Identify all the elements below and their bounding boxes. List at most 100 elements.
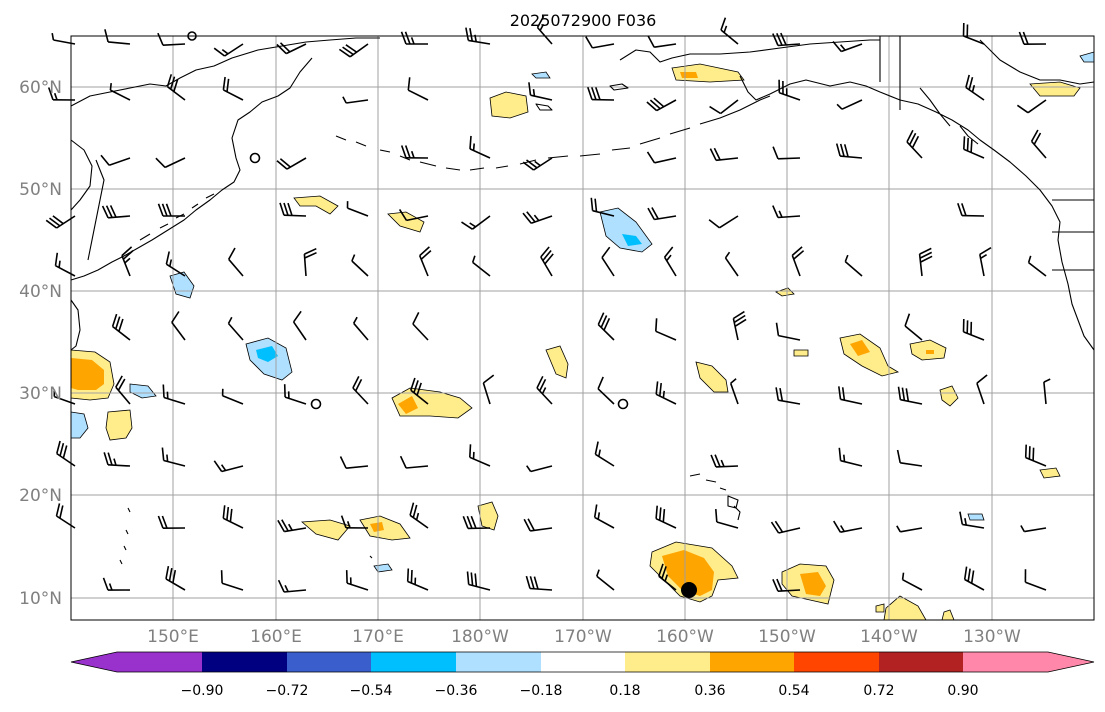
wind-barb-flag xyxy=(342,96,347,104)
colorbar-segment xyxy=(879,652,963,672)
shade-positive-region xyxy=(1029,81,1081,97)
wind-barb-flag xyxy=(115,316,121,330)
wind-barb-flag xyxy=(304,251,317,259)
shade-positive-region xyxy=(71,358,104,390)
wind-barb-flag xyxy=(1030,129,1039,142)
wind-barb-flag xyxy=(276,160,288,170)
wind-barb-flag xyxy=(1043,378,1051,383)
wind-barb-flag xyxy=(404,145,411,159)
wind-barb-flag xyxy=(161,515,168,529)
wind-barb-flag xyxy=(536,375,544,389)
lon-axis-labels: 150°E 160°E 170°E 180°W 170°W 160°W 150°… xyxy=(147,627,1021,647)
wind-barb-flag xyxy=(968,76,974,90)
wind-barb-staff xyxy=(778,334,801,341)
wind-barb-flag xyxy=(970,570,975,584)
wind-barb-flag xyxy=(526,465,532,472)
wind-barb-flag xyxy=(715,509,718,523)
wind-barb-flag xyxy=(525,575,531,589)
wind-barb-flag xyxy=(961,203,967,216)
shade-positive-region xyxy=(370,522,384,532)
wind-barb-flag xyxy=(157,515,164,529)
wind-barb-flag xyxy=(723,25,728,33)
wind-barb-flag xyxy=(109,83,112,91)
wind-barb-staff xyxy=(346,465,369,469)
wind-barb-flag xyxy=(462,516,469,529)
wind-barb-flag xyxy=(1033,132,1042,145)
wind-barb-staff xyxy=(601,257,615,277)
wind-barb-flag xyxy=(844,254,849,262)
wind-barb-flag xyxy=(279,202,285,216)
coastline-japan xyxy=(70,299,81,351)
wind-barb-flag xyxy=(49,217,61,227)
wind-barb-flag xyxy=(474,573,478,587)
lat-label: 30°N xyxy=(19,384,62,404)
colorbar-segment xyxy=(963,652,1048,672)
wind-barb-flag xyxy=(523,518,531,532)
wind-barb-flag xyxy=(662,390,665,398)
shade-positive-region xyxy=(301,519,351,541)
wind-barb-flag xyxy=(720,459,725,467)
wind-barb-flag xyxy=(843,144,849,158)
wind-barb-flag xyxy=(965,74,970,88)
wind-barb-flag xyxy=(601,246,611,259)
shade-positive-region xyxy=(545,345,569,379)
wind-barb-flag xyxy=(55,503,61,517)
wind-barb-flag xyxy=(108,583,113,591)
wind-barb-staff xyxy=(841,99,863,110)
colorbar-segment xyxy=(794,652,879,672)
wind-barb-flag xyxy=(967,568,971,582)
wind-barb-flag xyxy=(465,27,470,41)
wind-barb-staff xyxy=(592,43,615,49)
wind-barb-flag xyxy=(410,569,413,584)
lon-label: 150°W xyxy=(758,627,816,647)
wind-barb-flag xyxy=(105,205,113,218)
wind-barb-staff xyxy=(654,157,677,164)
wind-barb-flag xyxy=(353,316,358,324)
wind-barb-flag xyxy=(412,312,420,325)
wind-barb-flag xyxy=(659,383,662,397)
wind-barb-flag xyxy=(542,249,552,262)
colorbar-over-arrow xyxy=(1048,652,1094,672)
wind-barb-flag xyxy=(651,207,659,220)
wind-barb-staff xyxy=(976,382,985,405)
wind-barb-flag xyxy=(710,454,717,468)
wind-barb-staff xyxy=(108,41,131,45)
coastline-asia xyxy=(70,37,380,281)
wind-barb-flag xyxy=(663,246,674,258)
shade-positive-region xyxy=(1039,467,1061,479)
wind-barb-flag xyxy=(655,381,659,395)
colorbar-tick-label: −0.18 xyxy=(520,683,563,699)
wind-barb-flag xyxy=(772,146,779,160)
wind-barb-flag xyxy=(345,44,358,53)
wind-barb-flag xyxy=(906,129,914,143)
shade-positive-region xyxy=(926,350,934,354)
wind-barb-flag xyxy=(1024,444,1027,458)
wind-barb-flag xyxy=(101,205,109,219)
colorbar-tick-label: 0.72 xyxy=(863,683,894,699)
wind-barb-flag xyxy=(229,508,233,522)
wind-barb-flag xyxy=(292,310,302,323)
colorbar-segment xyxy=(541,652,625,672)
shade-positive-region xyxy=(680,72,698,78)
wind-barb-staff xyxy=(596,575,615,591)
wind-barb-flag xyxy=(340,515,347,529)
wind-barb-flag xyxy=(647,207,656,220)
colorbar-tick-label: 0.18 xyxy=(609,683,640,699)
wind-barb-staff xyxy=(1025,581,1047,591)
wind-barb-flag xyxy=(793,250,805,260)
wind-barb-flag xyxy=(165,251,170,265)
wind-barb-flag xyxy=(277,519,285,532)
wind-barb-staff xyxy=(530,465,553,473)
wind-barb-flag xyxy=(976,374,988,384)
wind-barb-flag xyxy=(1022,31,1029,45)
wind-barb-flag xyxy=(471,255,476,263)
coastline-hawaii xyxy=(689,473,741,521)
shade-positive-region xyxy=(850,340,870,356)
wind-barb-staff xyxy=(900,462,923,467)
wind-barb-flag xyxy=(904,313,911,327)
wind-barb-staff xyxy=(904,325,923,341)
wind-barb-flag xyxy=(959,511,964,525)
wind-barb-flag xyxy=(283,202,289,216)
wind-barb-staff xyxy=(597,388,615,405)
wind-barb-flag xyxy=(166,74,173,87)
